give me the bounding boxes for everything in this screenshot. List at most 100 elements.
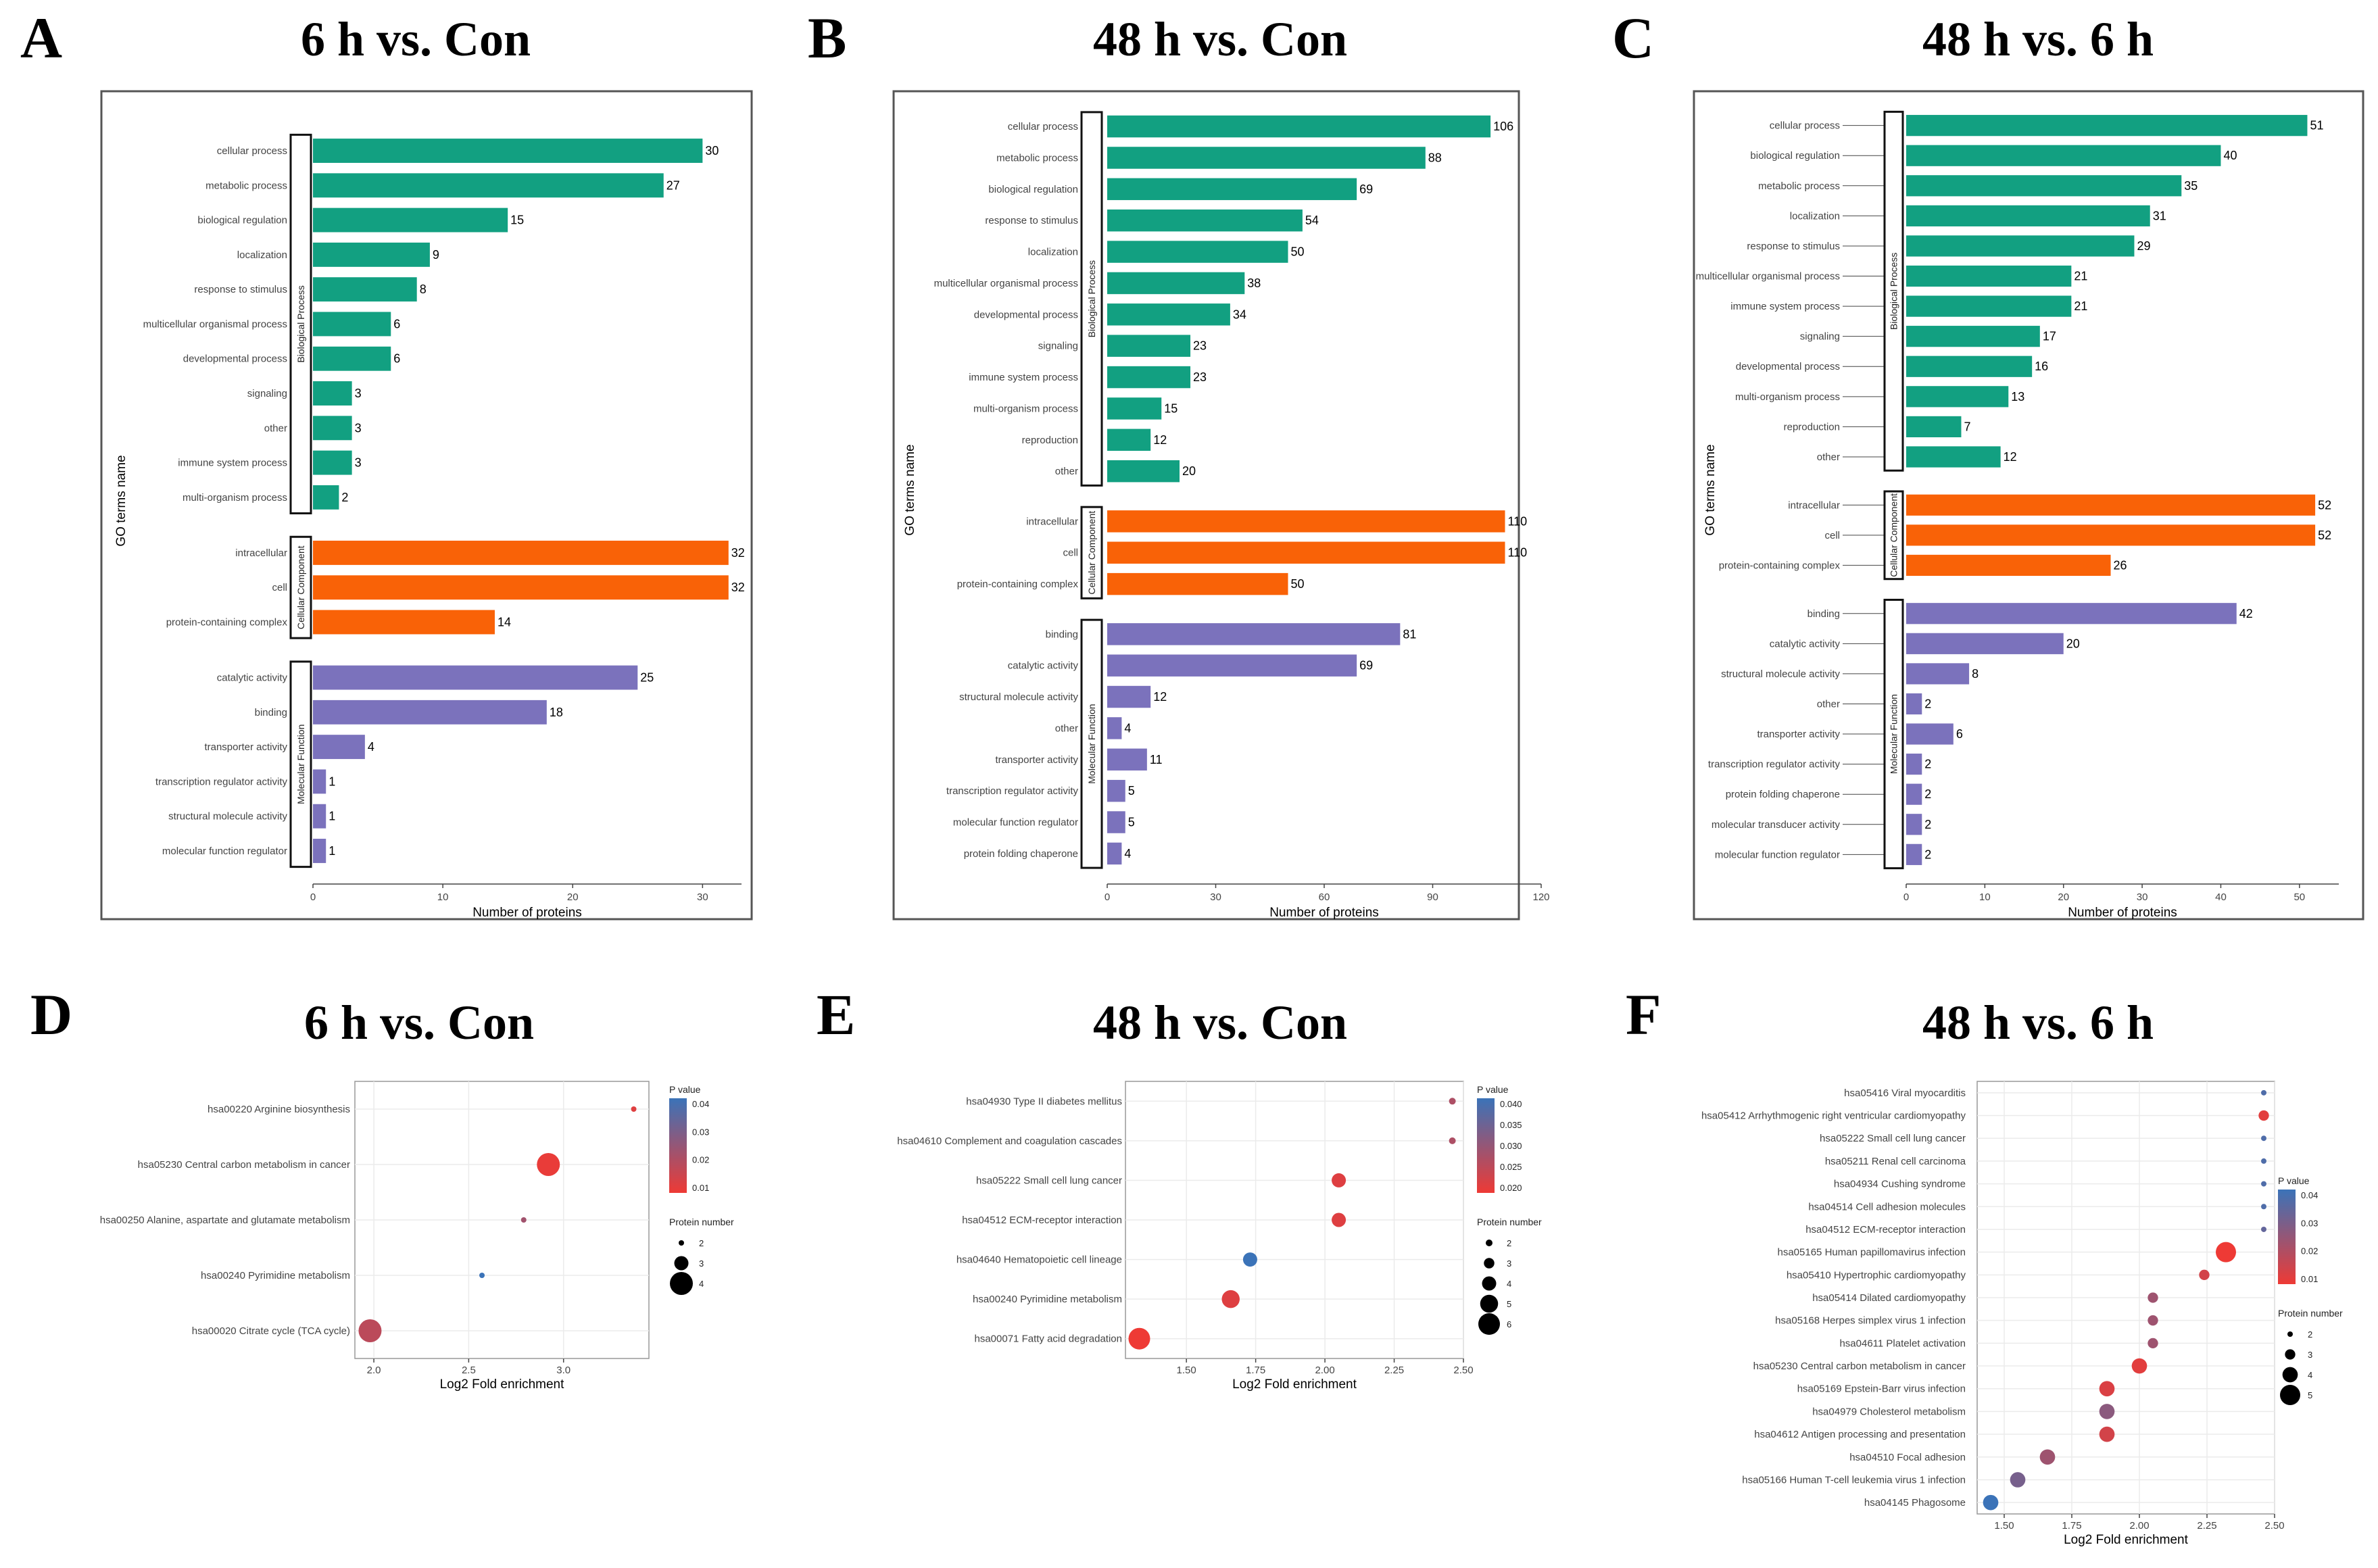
pathway-label: hsa00250 Alanine, aspartate and glutamat… (100, 1215, 350, 1226)
category-label: multi-organism process (1735, 391, 1840, 403)
category-label: signaling (247, 388, 287, 399)
size-legend-tick: 2 (1507, 1238, 1511, 1248)
value-label: 6 (1956, 727, 1963, 741)
category-label: catalytic activity (217, 672, 288, 684)
bar (1107, 397, 1162, 420)
category-label: developmental process (974, 309, 1078, 320)
bar (1906, 386, 2009, 408)
x-tick-label: 10 (437, 891, 449, 903)
category-label: transporter activity (995, 754, 1078, 766)
panel-title: 48 h vs. 6 h (1922, 996, 2154, 1050)
group-label: Cellular Component (1889, 493, 1899, 577)
category-label: immune system process (969, 372, 1078, 383)
pvalue-legend-tick: 0.01 (2301, 1274, 2318, 1284)
group-bracket (289, 660, 312, 868)
bar (1906, 494, 2316, 516)
pvalue-colorbar (669, 1098, 687, 1193)
size-legend-tick: 6 (1507, 1319, 1511, 1329)
bar (313, 575, 729, 600)
value-label: 2 (1924, 848, 1931, 861)
value-label: 11 (1150, 753, 1163, 766)
x-tick-label: 2.50 (2264, 1520, 2284, 1532)
value-label: 81 (1403, 627, 1416, 641)
group-bracket (1883, 490, 1904, 581)
x-tick-label: 1.75 (1246, 1365, 1265, 1376)
x-tick-label: 2.5 (462, 1365, 476, 1376)
category-label: other (1055, 466, 1078, 477)
bar (1107, 654, 1357, 677)
category-label: localization (1028, 247, 1078, 258)
value-label: 30 (705, 144, 719, 157)
value-label: 4 (1124, 847, 1131, 860)
pathway-label: hsa05166 Human T-cell leukemia virus 1 i… (1742, 1474, 1966, 1486)
bar (1906, 603, 2237, 624)
bar (1906, 783, 1922, 805)
size-legend-tick: 5 (2308, 1390, 2312, 1400)
x-tick-label: 2.50 (1453, 1365, 1473, 1376)
bar (1107, 303, 1230, 326)
pvalue-legend-tick: 0.02 (2301, 1246, 2318, 1256)
category-label: catalytic activity (1770, 638, 1841, 650)
size-legend-dot (679, 1240, 684, 1246)
value-label: 6 (393, 352, 400, 366)
bar (1107, 335, 1191, 357)
x-axis-title: Number of proteins (1269, 906, 1379, 920)
group-bracket (1080, 618, 1103, 869)
value-label: 5 (1128, 816, 1135, 829)
category-label: multicellular organismal process (143, 318, 287, 330)
size-legend-dot (1480, 1294, 1499, 1313)
pathway-label: hsa04610 Complement and coagulation casc… (897, 1135, 1122, 1147)
pathway-label: hsa05168 Herpes simplex virus 1 infectio… (1775, 1315, 1966, 1327)
bar (1906, 843, 1922, 865)
bubble (2261, 1158, 2266, 1164)
size-legend-dot (1486, 1240, 1493, 1246)
bar (313, 735, 365, 760)
bar (1906, 524, 2316, 546)
bar (313, 139, 703, 163)
x-axis-title: Log2 Fold enrichment (1232, 1377, 1357, 1392)
size-legend-dot (1484, 1258, 1495, 1269)
bubble (1449, 1098, 1456, 1105)
bubble (2261, 1135, 2266, 1142)
category-label: multicellular organismal process (1696, 271, 1840, 283)
value-label: 18 (550, 706, 563, 719)
bar (1107, 541, 1505, 564)
category-label: structural molecule activity (1721, 668, 1840, 680)
category-label: transporter activity (1757, 729, 1840, 740)
bar (1107, 428, 1151, 451)
pathway-label: hsa05410 Hypertrophic cardiomyopathy (1787, 1269, 1966, 1281)
pvalue-legend-tick: 0.02 (692, 1155, 709, 1165)
bar (1906, 554, 2111, 577)
category-label: metabolic process (1758, 180, 1840, 192)
bar (1906, 356, 2033, 377)
category-label: localization (237, 249, 287, 261)
bar (313, 839, 326, 863)
panel-frame (892, 90, 1520, 921)
bubble (2258, 1110, 2269, 1121)
size-legend-tick: 4 (2308, 1370, 2312, 1380)
x-tick-label: 0 (310, 891, 316, 903)
size-legend-dot (674, 1256, 689, 1271)
bar (1906, 663, 1970, 685)
bubble (2261, 1181, 2266, 1187)
category-label: protein-containing complex (1719, 560, 1841, 571)
value-label: 27 (666, 178, 680, 192)
group-label: Biological Process (1086, 260, 1097, 337)
panel-letter: C (1612, 5, 1654, 70)
bubble (2039, 1449, 2056, 1465)
category-label: reproduction (1784, 421, 1840, 433)
value-label: 13 (2011, 390, 2024, 403)
category-label: other (1055, 722, 1078, 734)
group-label: Biological Process (295, 285, 306, 362)
pathway-label: hsa04640 Hematopoietic cell lineage (956, 1254, 1122, 1266)
bar (1906, 814, 1922, 835)
value-label: 2 (1924, 787, 1931, 801)
category-label: response to stimulus (985, 215, 1078, 226)
value-label: 9 (433, 248, 439, 262)
value-label: 69 (1359, 659, 1373, 672)
bubble (537, 1153, 560, 1176)
category-label: intracellular (235, 547, 287, 559)
pathway-label: hsa04611 Platelet activation (1839, 1338, 1966, 1349)
category-label: transporter activity (204, 741, 287, 753)
